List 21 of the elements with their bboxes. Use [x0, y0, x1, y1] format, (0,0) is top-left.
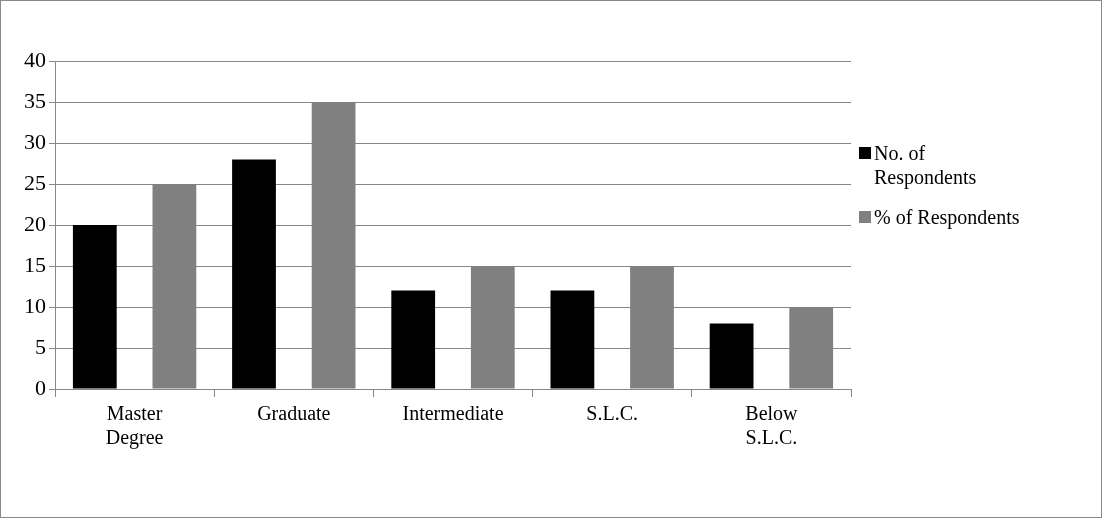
x-tick-label: S.L.C.: [586, 402, 639, 425]
y-tick-label: 30: [24, 128, 46, 154]
bar: [550, 290, 595, 389]
x-tick-label: Graduate: [257, 402, 331, 425]
y-tick-label: 0: [35, 374, 46, 400]
y-tick-label: 5: [35, 333, 46, 359]
bar: [709, 323, 754, 389]
x-tick-label: Master Degree: [105, 402, 164, 450]
y-tick-label: 10: [24, 292, 46, 318]
y-tick-label: 15: [24, 251, 46, 277]
bar: [391, 290, 436, 389]
legend-label: No. of Respondents: [874, 141, 978, 189]
y-tick-label: 20: [24, 210, 46, 236]
x-tick-label: Intermediate: [402, 402, 504, 425]
bar: [72, 225, 117, 389]
y-tick-label: 35: [24, 87, 46, 113]
x-tick-label: Below S.L.C.: [745, 402, 799, 449]
y-tick-label: 40: [24, 46, 46, 72]
y-tick-label: 25: [24, 169, 46, 195]
bar: [232, 159, 276, 389]
legend-label: % of Respondents: [874, 205, 1021, 229]
